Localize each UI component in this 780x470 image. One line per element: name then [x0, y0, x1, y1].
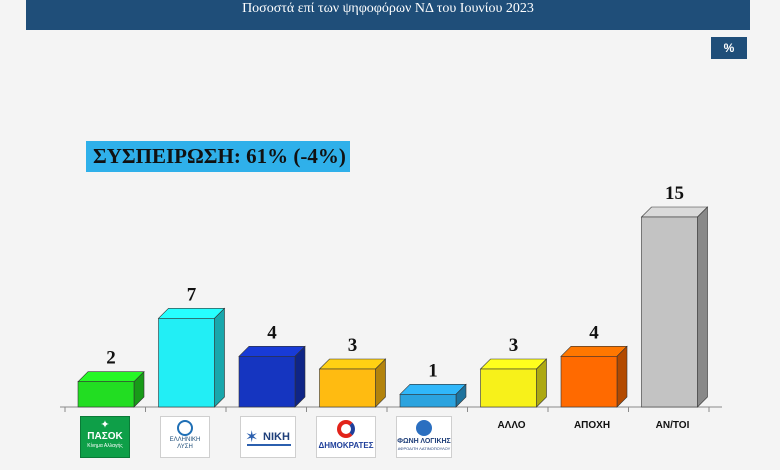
bars-group: 2 7 4 3 1 3 ΑΛΛΟ 4 ΑΠΟΧΗ 15 ΑΝ/ΤΟΙ: [77, 183, 709, 431]
pasok-logo-icon: ✦: [100, 419, 110, 431]
unit-badge: %: [711, 37, 747, 59]
dimokrates-ring-icon: [337, 420, 355, 438]
bar-6-top-face: [479, 358, 548, 370]
data-label-2: 7: [187, 284, 197, 305]
bar-6-front-face: [480, 368, 537, 408]
bar-8-front-face: [641, 216, 698, 408]
data-label-4: 3: [348, 335, 358, 356]
category-label-6: ΑΛΛΟ: [497, 420, 525, 431]
pasok-logo-text: ΠΑΣΟΚ: [87, 431, 123, 442]
bar-4: 3: [318, 335, 387, 408]
foni-logikis-emblem-icon: [416, 420, 432, 436]
bar-5: 1: [399, 360, 467, 408]
chart-title-bar: Ποσοστά επί των ψηφοφόρων ΝΔ του Ιουνίου…: [26, 0, 750, 30]
bar-7-front-face: [560, 356, 618, 408]
data-label-3: 4: [267, 322, 277, 343]
bar-4-top-face: [318, 358, 387, 370]
data-label-1: 2: [106, 348, 116, 369]
category-label-7: ΑΠΟΧΗ: [574, 420, 610, 431]
retention-badge: ΣΥΣΠΕΙΡΩΣΗ: 61% (-4%): [86, 141, 350, 172]
bar-2-side-face: [214, 307, 225, 408]
dimokrates-logo-text: ΔΗΜΟΚΡΑΤΕΣ: [318, 441, 374, 450]
bar-1: 2: [77, 348, 145, 408]
elliniki-lysi-logo: ΕΛΛΗΝΙΚΗ ΛΥΣΗ: [160, 416, 210, 458]
bar-2-front-face: [158, 318, 215, 408]
niki-logo: ✶ ΝΙΚΗ: [240, 416, 296, 458]
bar-2-top-face: [157, 308, 226, 319]
bar-3: 4: [238, 322, 306, 408]
elliniki-lysi-logo-subtext: ΛΥΣΗ: [177, 444, 193, 450]
bar-1-top-face: [77, 371, 145, 382]
bar-5-top-face: [399, 384, 467, 395]
category-ticks-group: [64, 407, 710, 412]
bar-1-front-face: [77, 381, 135, 408]
data-label-6: 3: [509, 335, 519, 356]
bar-8-side-face: [697, 206, 708, 408]
bar-7-side-face: [616, 345, 628, 408]
foni-logikis-logo-subtext: ΑΦΡΟΔΙΤΗ ΛΑΤΙΝΟΠΟΥΛΟΥ: [397, 446, 451, 451]
pasok-logo-subtext: Κίνημα Αλλαγής: [87, 443, 123, 449]
bar-3-side-face: [294, 345, 306, 408]
niki-logo-text: ΝΙΚΗ: [263, 431, 290, 443]
bar-7: 4: [560, 322, 628, 408]
chart-title: Ποσοστά επί των ψηφοφόρων ΝΔ του Ιουνίου…: [242, 1, 534, 16]
bar-7-top-face: [560, 346, 628, 357]
bar-8-top-face: [640, 206, 709, 218]
niki-star-icon: ✶: [245, 429, 259, 446]
category-label-8: ΑΝ/ΤΟΙ: [656, 420, 690, 431]
bar-2: 7: [157, 284, 226, 408]
elliniki-lysi-logo-text: ΕΛΛΗΝΙΚΗ: [169, 437, 201, 443]
bar-5-front-face: [399, 394, 457, 408]
data-label-5: 1: [428, 360, 438, 381]
dimokrates-logo: ΔΗΜΟΚΡΑΤΕΣ: [316, 416, 376, 458]
data-label-7: 4: [589, 322, 599, 343]
foni-logikis-logo: ΦΩΝΗ ΛΟΓΙΚΗΣ ΑΦΡΟΔΙΤΗ ΛΑΤΙΝΟΠΟΥΛΟΥ: [396, 416, 452, 458]
bar-8: 15: [640, 183, 709, 408]
data-label-8: 15: [665, 183, 684, 204]
bar-4-front-face: [319, 368, 376, 408]
bar-3-top-face: [238, 346, 306, 357]
bar-3-front-face: [238, 356, 296, 408]
pasok-logo: ✦ ΠΑΣΟΚ Κίνημα Αλλαγής: [80, 416, 130, 458]
niki-swoosh-icon: [247, 444, 291, 446]
elliniki-lysi-emblem-icon: [177, 420, 193, 436]
bar-6: 3: [479, 335, 548, 408]
foni-logikis-logo-text: ΦΩΝΗ ΛΟΓΙΚΗΣ: [397, 438, 451, 445]
